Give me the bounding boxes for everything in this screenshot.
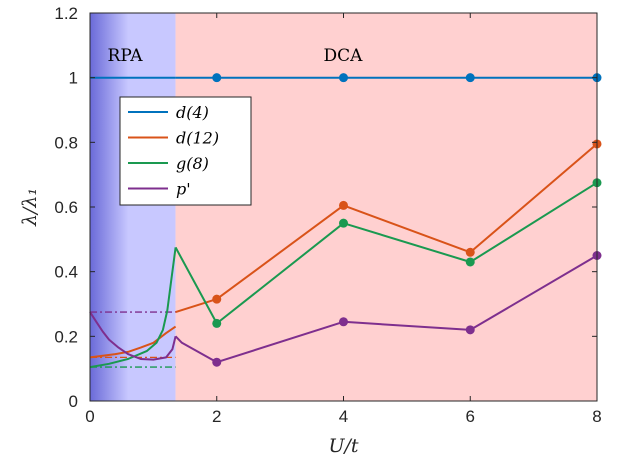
- y-tick-label-1: 0.2: [54, 327, 78, 346]
- legend-label-3: p': [176, 180, 191, 199]
- x-tick-label-4: 8: [592, 407, 601, 426]
- data-point-0-2: [465, 73, 475, 83]
- data-point-1-2: [465, 247, 475, 257]
- series-rpa-line-1: [89, 325, 177, 359]
- y-tick-label-0: 0: [69, 392, 78, 411]
- legend-label-1: d(12): [176, 129, 219, 148]
- data-point-2-2: [465, 257, 475, 267]
- data-point-3-2: [465, 325, 475, 335]
- y-axis-label: λ/λ₁: [19, 188, 41, 227]
- x-tick-label-3: 6: [466, 407, 475, 426]
- axis-ticks: 0 2 4 6 8 0 0.2 0.4 0.6 0.8 1 1.2: [54, 4, 601, 426]
- y-tick-label-5: 1: [69, 69, 78, 88]
- region-labels: RPA DCA: [108, 46, 364, 66]
- series-dca-line-3: [174, 254, 598, 364]
- y-tick-label-2: 0.4: [54, 263, 78, 282]
- data-point-2-0: [212, 318, 222, 328]
- data-point-1-0: [212, 294, 222, 304]
- data-point-1-1: [339, 200, 348, 210]
- data-point-0-1: [339, 73, 348, 83]
- data-point-3-0: [212, 357, 222, 367]
- y-tick-label-4: 0.8: [54, 133, 78, 152]
- x-tick-label-2: 4: [339, 407, 348, 426]
- region-dca: [175, 13, 597, 401]
- y-tick-label-3: 0.6: [54, 198, 78, 217]
- data-point-3-1: [339, 317, 348, 327]
- region-rpa: [90, 13, 176, 401]
- series-rpa-line-3: [89, 311, 177, 361]
- legend: d(4) d(12) g(8) p': [119, 96, 252, 206]
- x-tick-label-1: 2: [212, 407, 221, 426]
- legend-box: [119, 96, 252, 206]
- series-rpa-line-2: [89, 247, 177, 369]
- series-markers: [212, 73, 602, 367]
- axis-titles: U/t λ/λ₁: [19, 188, 359, 457]
- y-tick-label-6: 1.2: [54, 4, 78, 23]
- region-label-dca: DCA: [324, 46, 364, 66]
- legend-label-2: g(8): [176, 154, 209, 173]
- region-label-rpa: RPA: [108, 46, 144, 66]
- x-tick-label-0: 0: [85, 407, 94, 426]
- data-point-0-0: [212, 73, 222, 83]
- legend-label-0: d(4): [176, 103, 209, 122]
- data-point-2-1: [339, 218, 348, 228]
- x-axis-label: U/t: [328, 435, 358, 457]
